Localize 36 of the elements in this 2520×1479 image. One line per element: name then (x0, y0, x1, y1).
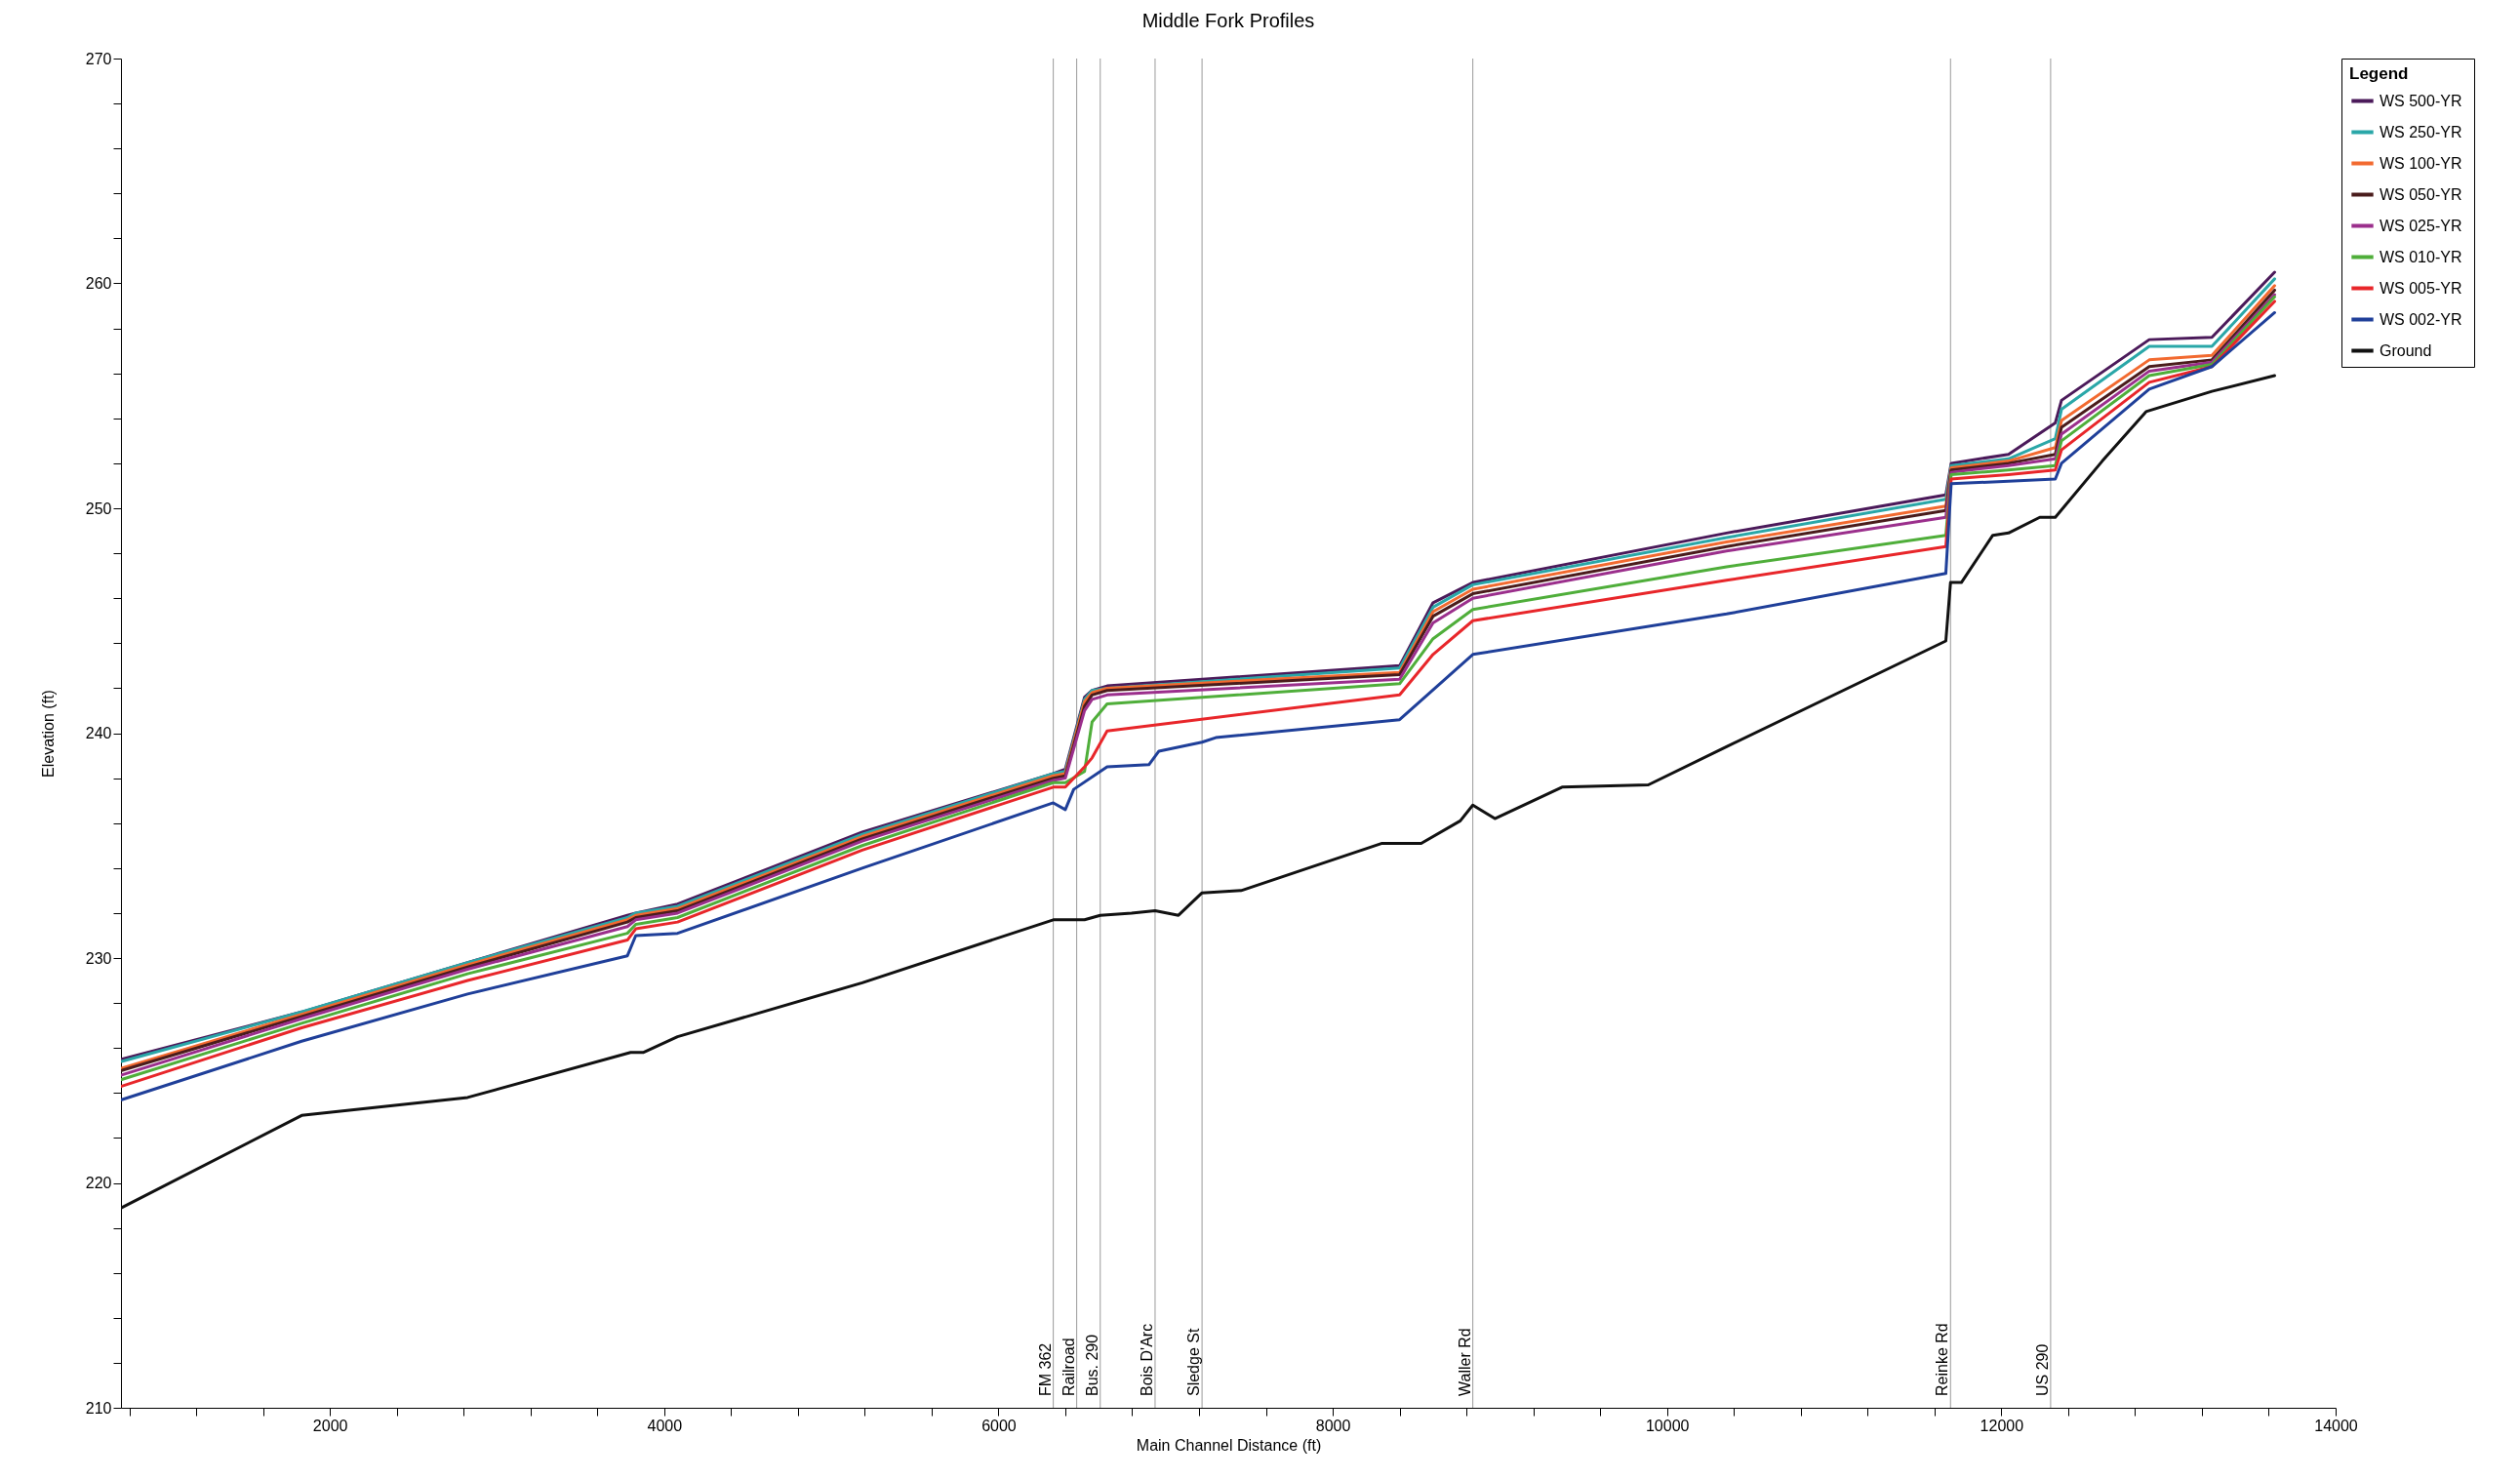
y-tick-label: 250 (85, 500, 112, 517)
x-axis-title: Main Channel Distance (ft) (1136, 1436, 1322, 1454)
legend-label: WS 100-YR (2380, 154, 2462, 172)
ref-line-label: Bois D'Arc (1138, 1323, 1155, 1396)
ref-line-label: Bus. 290 (1083, 1334, 1100, 1396)
ref-line-label: Railroad (1060, 1338, 1077, 1396)
x-tick-label: 4000 (647, 1417, 683, 1434)
legend-label: WS 025-YR (2380, 217, 2462, 234)
y-tick-label: 230 (85, 949, 112, 967)
legend-label: WS 005-YR (2380, 279, 2462, 297)
ref-line-label: Reinke Rd (1934, 1323, 1951, 1396)
y-tick-label: 270 (85, 50, 112, 67)
legend-label: WS 050-YR (2380, 185, 2462, 203)
ref-line-label: Sledge St (1185, 1328, 1203, 1396)
x-tick-label: 10000 (1645, 1417, 1690, 1434)
x-tick-label: 2000 (312, 1417, 348, 1434)
y-tick-label: 220 (85, 1175, 112, 1191)
legend-label: WS 500-YR (2380, 92, 2462, 109)
x-tick-label: 8000 (1315, 1417, 1351, 1434)
legend-label: WS 010-YR (2380, 248, 2462, 265)
ref-line-label: US 290 (2033, 1343, 2051, 1396)
line-series (121, 374, 2276, 1210)
legend-label: Ground (2380, 341, 2432, 359)
y-axis-title: Elevation (ft) (39, 690, 57, 778)
y-tick-label: 210 (85, 1399, 112, 1417)
x-tick-label: 6000 (981, 1417, 1017, 1434)
legend-label: WS 250-YR (2380, 123, 2462, 140)
x-tick-label: 12000 (1980, 1417, 2024, 1434)
x-tick-label: 14000 (2314, 1417, 2358, 1434)
chart-title: Middle Fork Profiles (1141, 10, 1315, 31)
ref-line-label: Waller Rd (1456, 1328, 1473, 1396)
y-tick-label: 260 (85, 275, 112, 292)
legend-title: Legend (2349, 64, 2409, 83)
y-tick-label: 240 (85, 725, 112, 741)
legend-label: WS 002-YR (2380, 310, 2462, 328)
ref-line-label: FM 362 (1036, 1342, 1054, 1396)
